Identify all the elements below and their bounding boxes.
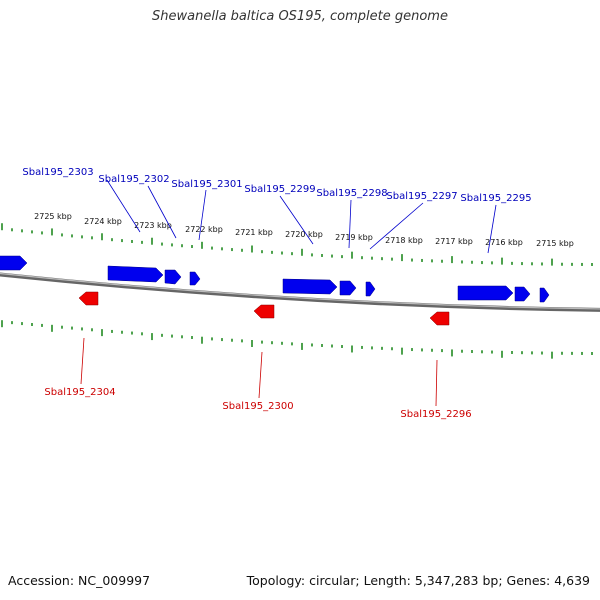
scale-label: 2724 kbp <box>84 217 122 226</box>
scale-label: 2725 kbp <box>34 212 72 221</box>
scale-label: 2715 kbp <box>536 239 574 248</box>
scale-label: 2717 kbp <box>435 237 473 246</box>
map-title: Shewanella baltica OS195, complete genom… <box>152 9 448 24</box>
lower-scale-ticks <box>1 320 593 359</box>
reverse-gene <box>429 311 450 326</box>
reverse-gene <box>253 304 275 319</box>
gene-label[interactable]: Sbal195_2296 <box>400 409 471 420</box>
reverse-genes <box>78 291 450 326</box>
genome-summary-text: Topology: circular; Length: 5,347,283 bp… <box>246 573 590 588</box>
forward-gene <box>164 269 182 285</box>
gene-label[interactable]: Sbal195_2303 <box>22 167 93 178</box>
scale-label: 2722 kbp <box>185 225 223 234</box>
scale-label: 2718 kbp <box>385 236 423 245</box>
forward-gene <box>0 255 28 271</box>
gene-label[interactable]: Sbal195_2300 <box>222 401 293 412</box>
scale-label: 2723 kbp <box>134 221 172 230</box>
accession-text: Accession: NC_009997 <box>8 573 151 588</box>
scale-label: 2720 kbp <box>285 230 323 239</box>
gene-label[interactable]: Sbal195_2302 <box>98 174 169 185</box>
forward-gene <box>282 278 338 295</box>
forward-gene <box>339 280 357 296</box>
forward-gene <box>107 265 164 283</box>
gene-label[interactable]: Sbal195_2304 <box>44 387 115 398</box>
forward-callouts <box>106 179 497 254</box>
scale-label: 2719 kbp <box>335 233 373 242</box>
genome-backbone <box>0 272 600 312</box>
scale-label: 2716 kbp <box>485 238 523 247</box>
forward-genes <box>0 255 550 303</box>
forward-gene <box>514 286 531 302</box>
gene-label[interactable]: Sbal195_2298 <box>316 188 387 199</box>
forward-gene <box>539 287 550 303</box>
genome-backbone-highlight <box>0 272 600 310</box>
forward-gene <box>189 271 201 286</box>
gene-label[interactable]: Sbal195_2297 <box>386 191 457 202</box>
gene-label[interactable]: Sbal195_2301 <box>171 179 242 190</box>
forward-gene-labels: Sbal195_2303 Sbal195_2302 Sbal195_2301 S… <box>22 167 531 204</box>
reverse-callouts <box>80 337 438 407</box>
scale-label: 2721 kbp <box>235 228 273 237</box>
reverse-gene-labels: Sbal195_2304 Sbal195_2300 Sbal195_2296 <box>44 387 471 420</box>
forward-gene <box>365 281 376 297</box>
forward-gene <box>457 285 514 301</box>
upper-scale-ticks <box>1 223 593 266</box>
reverse-gene <box>78 291 99 306</box>
gene-label[interactable]: Sbal195_2299 <box>244 184 315 195</box>
scale-labels: 2725 kbp 2724 kbp 2723 kbp 2722 kbp 2721… <box>34 212 574 248</box>
gene-label[interactable]: Sbal195_2295 <box>460 193 531 204</box>
